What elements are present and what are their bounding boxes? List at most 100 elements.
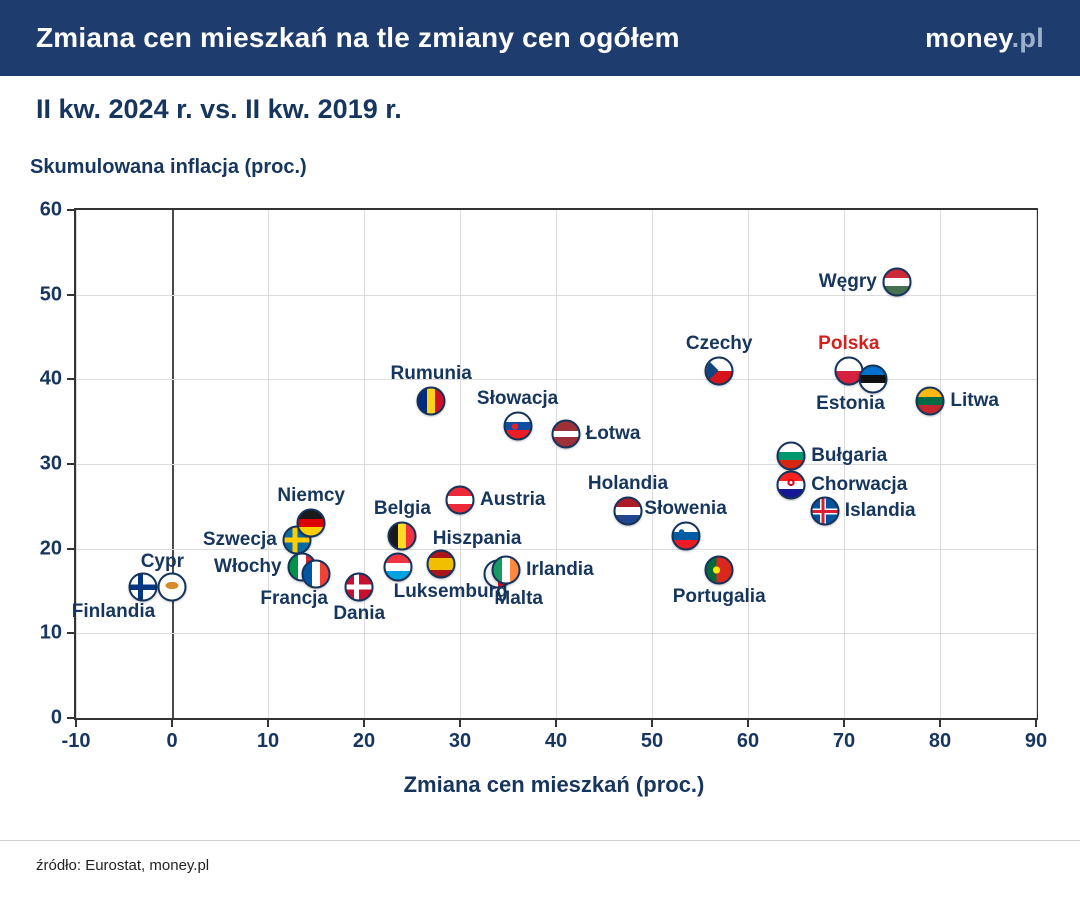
country-label: Czechy xyxy=(685,332,753,354)
bg-flag-icon xyxy=(776,441,806,471)
source-note: źródło: Eurostat, money.pl xyxy=(36,857,210,874)
country-label: Portugalia xyxy=(672,585,766,607)
y-tick-mark xyxy=(67,717,74,719)
ro-flag-icon xyxy=(416,386,446,415)
y-tick-label: 10 xyxy=(39,621,62,644)
x-tick-label: 30 xyxy=(448,730,472,752)
at-flag-icon xyxy=(445,485,475,515)
header-bar: Zmiana cen mieszkań na tle zmiany cen og… xyxy=(0,0,1080,76)
horizontal-gridline xyxy=(76,294,1036,296)
sk-flag-icon xyxy=(503,411,533,441)
x-tick-mark xyxy=(267,720,269,727)
lv-flag-icon xyxy=(551,419,581,449)
horizontal-gridline xyxy=(76,464,1036,465)
country-label: Szwecja xyxy=(202,529,277,551)
country-label: Irlandia xyxy=(526,558,594,580)
y-tick-mark xyxy=(67,547,74,550)
vertical-gridline xyxy=(1036,210,1037,718)
country-label: Polska xyxy=(818,332,880,354)
x-tick-mark xyxy=(171,720,173,727)
x-tick-label: 10 xyxy=(256,730,280,752)
x-tick-mark xyxy=(555,720,557,727)
x-tick-mark xyxy=(747,720,749,727)
x-tick-label: 90 xyxy=(1024,730,1048,752)
x-tick-mark xyxy=(363,720,365,727)
country-label: Węgry xyxy=(818,270,877,292)
footer-divider xyxy=(0,840,1080,841)
x-tick-label: -10 xyxy=(61,730,91,752)
country-label: Malta xyxy=(494,588,543,610)
x-tick-mark xyxy=(75,720,77,727)
y-tick-mark xyxy=(67,293,74,296)
chart-subtitle: II kw. 2024 r. vs. II kw. 2019 r. xyxy=(36,94,402,124)
country-label: Francja xyxy=(260,588,328,610)
cz-flag-icon xyxy=(704,356,734,386)
country-label: Islandia xyxy=(844,499,916,521)
si-flag-icon xyxy=(671,521,701,551)
horizontal-gridline xyxy=(76,548,1036,550)
country-label: Estonia xyxy=(816,393,885,415)
country-label: Bułgaria xyxy=(811,444,888,466)
ie-flag-icon xyxy=(491,555,521,585)
es-flag-icon xyxy=(426,549,456,579)
y-tick-label: 60 xyxy=(39,198,62,221)
country-label: Łotwa xyxy=(585,423,641,445)
x-tick-label: 20 xyxy=(352,730,376,752)
fr-flag-icon xyxy=(301,559,331,589)
x-tick-mark xyxy=(939,720,941,727)
country-label: Niemcy xyxy=(277,485,345,507)
x-tick-label: 70 xyxy=(832,730,856,752)
country-label: Rumunia xyxy=(390,362,472,384)
y-tick-label: 30 xyxy=(39,452,62,475)
hu-flag-icon xyxy=(882,267,912,297)
y-tick-mark xyxy=(67,632,74,635)
y-tick-mark xyxy=(67,209,74,211)
y-tick-mark xyxy=(67,463,74,465)
y-tick-label: 20 xyxy=(39,537,62,560)
country-label: Słowacja xyxy=(476,387,559,409)
fi-flag-icon xyxy=(128,572,158,602)
country-label: Chorwacja xyxy=(811,474,908,496)
y-tick-label: 40 xyxy=(39,367,62,390)
y-tick-label: 50 xyxy=(39,283,62,306)
country-label: Belgia xyxy=(373,497,431,519)
country-label: Włochy xyxy=(214,556,282,578)
nl-flag-icon xyxy=(613,496,643,526)
country-label: Hiszpania xyxy=(432,527,522,549)
page-title: Zmiana cen mieszkań na tle zmiany cen og… xyxy=(36,22,680,53)
x-tick-mark xyxy=(1035,720,1037,727)
country-label: Holandia xyxy=(587,472,669,494)
country-label: Austria xyxy=(480,488,546,510)
y-tick-mark xyxy=(67,378,74,381)
pt-flag-icon xyxy=(704,555,734,585)
moneypl-logo: money.pl xyxy=(925,23,1044,54)
x-tick-label: 0 xyxy=(166,730,178,752)
country-label: Dania xyxy=(333,602,386,624)
ee-flag-icon xyxy=(858,364,888,394)
x-axis-title: Zmiana cen mieszkań (proc.) xyxy=(403,772,705,797)
x-tick-label: 40 xyxy=(544,730,568,752)
de-flag-icon xyxy=(296,508,326,538)
x-tick-mark xyxy=(459,720,461,727)
horizontal-gridline xyxy=(76,633,1036,635)
country-label: Luksemburg xyxy=(393,581,508,603)
hr-flag-icon xyxy=(776,470,806,500)
country-label: Słowenia xyxy=(644,497,727,519)
x-tick-mark xyxy=(843,720,845,727)
x-tick-label: 50 xyxy=(640,730,664,752)
scatter-plot-area: -10 0 10 20 30 40 50 60 70 80 90 0 10 20 30 40 50 60 Finla… xyxy=(40,199,1047,753)
logo-text-light: .pl xyxy=(1011,22,1044,53)
is-flag-icon xyxy=(810,496,840,526)
x-tick-label: 60 xyxy=(736,730,760,752)
lu-flag-icon xyxy=(383,552,413,582)
x-tick-label: 80 xyxy=(928,730,952,752)
country-label: Cypr xyxy=(140,550,184,572)
be-flag-icon xyxy=(387,521,417,551)
dk-flag-icon xyxy=(344,572,374,602)
logo-text-bold: money xyxy=(925,22,1012,53)
cy-flag-icon xyxy=(157,572,187,602)
y-tick-label: 0 xyxy=(50,706,62,729)
country-label: Litwa xyxy=(950,389,999,411)
lt-flag-icon xyxy=(915,386,945,415)
